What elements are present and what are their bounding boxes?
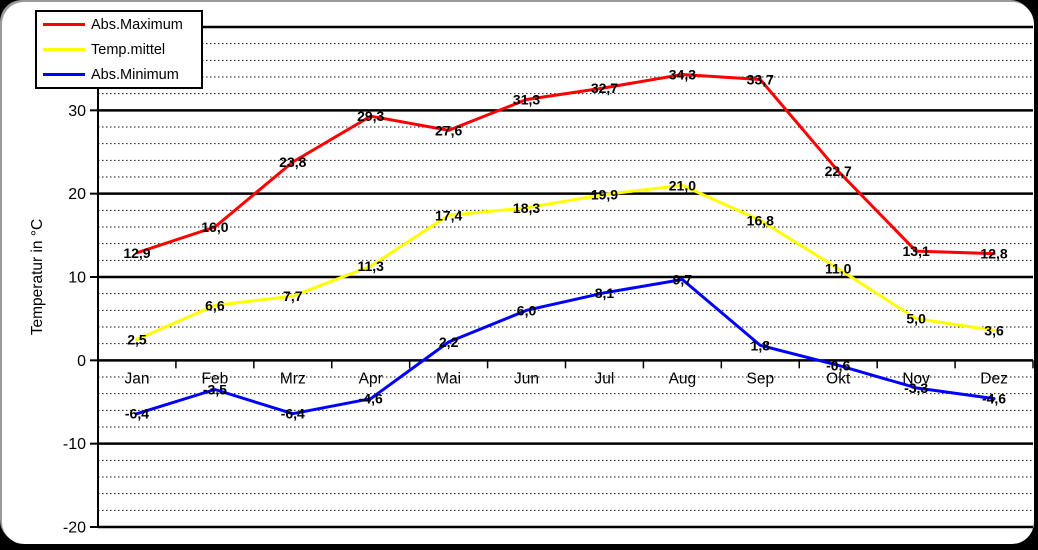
data-label: 31,3 [513,92,540,108]
data-label: -4,6 [359,391,383,407]
data-label: 11,0 [825,261,852,277]
data-label: 1,8 [751,337,771,353]
data-label: 19,9 [591,187,618,203]
series-line [135,73,996,256]
data-label: 22,7 [825,163,852,179]
data-label: 7,7 [283,288,303,304]
data-label: 16,8 [747,212,774,228]
data-label: -3,5 [203,382,227,398]
x-category-label: Apr [359,370,383,387]
x-category-label: Jul [595,370,615,387]
data-label: 2,2 [439,334,459,350]
legend-label: Abs.Maximum [91,16,183,33]
y-axis-title: Temperatur in °C [29,219,46,335]
y-tick-label: -20 [63,520,86,537]
data-label: 3,6 [984,322,1004,338]
data-label: 5,0 [906,311,926,327]
data-label: 12,8 [980,246,1007,262]
series-temp-mittel [135,183,996,341]
legend-line-swatch [43,48,85,51]
axes [90,27,1034,528]
series-line [135,183,996,341]
data-label: 12,9 [123,245,150,261]
legend-item: Abs.Minimum [43,67,201,83]
series-line [135,278,996,416]
gridlines [98,25,1033,529]
x-category-label: Mrz [280,370,306,387]
data-label: 18,3 [513,200,540,216]
legend-line-swatch [43,73,85,76]
x-category-label: Nov [902,370,930,387]
data-label: 27,6 [435,122,462,138]
data-label: -4,6 [982,391,1006,407]
data-labels-temp-mittel: 2,5 6,6 7,7 11,3 17,4 18,3 19,9 21,0 16,8 11,0 5,0… [127,177,1004,347]
y-tick-label: -10 [63,436,86,453]
legend-label: Temp.mittel [91,41,166,58]
y-tick-label: 20 [68,186,86,203]
data-label: 11,3 [357,258,384,274]
legend-line-swatch [43,23,85,26]
data-label: 9,7 [673,272,693,288]
data-label: 8,1 [595,285,615,301]
data-label: 21,0 [669,177,696,193]
data-label: 6,0 [517,302,537,318]
data-labels-abs-maximum: 12,9 16,0 23,8 29,3 27,6 31,3 32,7 34,3 33,7 22,7… [123,67,1008,262]
x-category-labels: Jan Feb Mrz Apr Mai Jun Jul Aug Sep Okt Nov Dez [124,370,1007,387]
data-label: 13,1 [903,243,930,259]
data-label: 2,5 [127,332,147,348]
data-label: 29,3 [357,108,384,124]
y-tick-labels: 30 20 10 0 -10 -20 [63,103,86,537]
y-tick-label: 30 [68,103,86,120]
series-abs-maximum [135,73,996,256]
data-label: 17,4 [435,207,462,223]
data-label: -3,3 [904,380,928,396]
legend-item: Temp.mittel [43,42,201,58]
x-category-label: Mai [436,370,461,387]
data-labels-abs-minimum: -6,4 -3,5 -6,4 -4,6 2,2 6,0 8,1 9,7 1,8 -0,6 -3,3 -… [125,272,1006,422]
data-label: 16,0 [201,219,228,235]
legend-item: Abs.Maximum [43,17,201,33]
x-category-label: Feb [202,370,229,387]
series-abs-minimum [135,278,996,416]
x-category-label: Aug [669,370,697,387]
data-label: -6,4 [125,406,149,422]
y-tick-label: 0 [77,353,86,370]
data-label: 34,3 [669,67,696,83]
data-label: -6,4 [281,406,305,422]
x-category-label: Jan [124,370,149,387]
data-label: -0,6 [826,357,850,373]
legend: Abs.Maximum Temp.mittel Abs.Minimum [35,10,203,89]
legend-label: Abs.Minimum [91,66,179,83]
x-category-label: Sep [746,370,774,387]
x-category-label: Jun [514,370,539,387]
y-tick-label: 10 [68,270,86,287]
x-category-label: Okt [826,370,851,387]
chart-card: 30 20 10 0 -10 -20 Jan Feb Mrz Apr Mai Jun Jul Aug Sep… [2,2,1034,544]
data-label: 6,6 [205,297,225,313]
data-label: 23,8 [279,154,306,170]
data-label: 32,7 [591,80,618,96]
x-category-label: Dez [980,370,1008,387]
data-label: 33,7 [747,72,774,88]
